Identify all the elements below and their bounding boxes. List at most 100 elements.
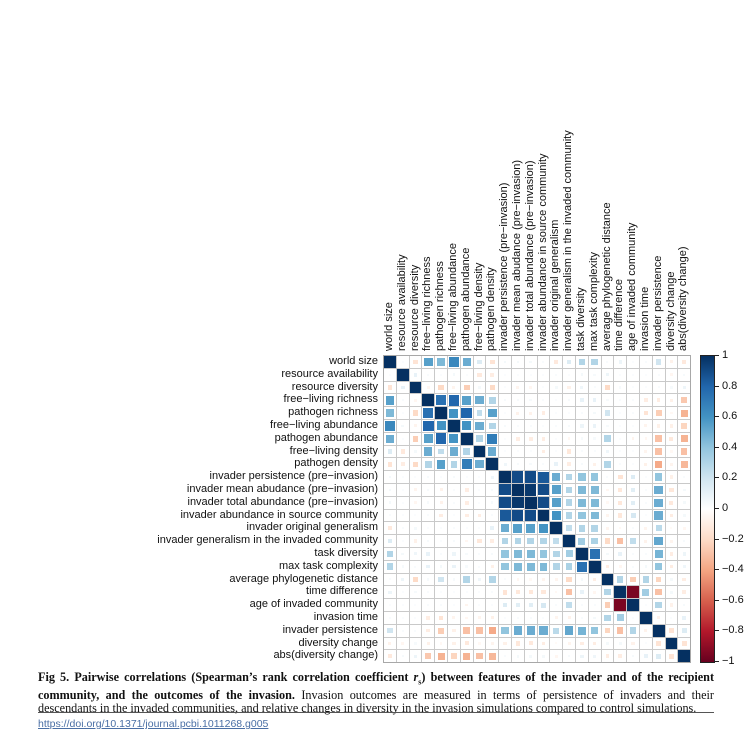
matrix-cell <box>537 458 550 471</box>
row-label: pathogen abundance <box>274 431 378 444</box>
row-label: pathogen richness <box>288 406 378 419</box>
correlation-square <box>632 412 635 415</box>
correlation-square <box>669 487 674 493</box>
correlation-square <box>654 562 663 571</box>
correlation-square <box>452 604 455 607</box>
correlation-square <box>670 411 673 415</box>
col-label: task diversity <box>574 287 587 351</box>
matrix-cell <box>627 356 639 368</box>
correlation-square <box>477 372 482 377</box>
matrix-cell <box>652 356 665 368</box>
correlation-square <box>669 475 674 479</box>
matrix-cell <box>665 522 678 535</box>
correlation-square <box>682 385 686 390</box>
correlation-square <box>501 562 509 571</box>
matrix-cell <box>396 586 409 599</box>
correlation-square <box>385 434 395 443</box>
col-label: invader abundance in source community <box>536 153 549 351</box>
correlation-square <box>499 484 511 496</box>
correlation-square <box>593 437 596 440</box>
correlation-square <box>567 424 571 428</box>
correlation-square <box>541 436 546 441</box>
correlation-square <box>400 385 405 390</box>
correlation-square <box>513 523 523 533</box>
matrix-cell <box>537 611 550 624</box>
matrix-cell <box>460 483 473 496</box>
matrix-cell <box>601 445 614 458</box>
correlation-square <box>553 627 560 634</box>
matrix-cell <box>409 560 422 573</box>
matrix-cell <box>460 522 473 535</box>
correlation-square <box>604 410 611 416</box>
matrix-cell <box>652 483 665 496</box>
matrix-cell <box>409 483 422 496</box>
correlation-square <box>604 538 611 544</box>
correlation-square <box>516 616 519 619</box>
matrix-cell <box>665 394 678 407</box>
correlation-square <box>580 450 583 453</box>
correlation-square <box>542 654 545 658</box>
matrix-cell <box>409 496 422 509</box>
matrix-cell <box>639 356 652 368</box>
matrix-cell <box>563 419 575 432</box>
matrix-cell <box>601 471 614 483</box>
matrix-cell <box>409 407 422 419</box>
matrix-cell <box>499 547 511 560</box>
matrix-cell <box>563 547 575 560</box>
colorbar-tick-label: 0 <box>722 502 729 514</box>
matrix-cell <box>460 368 473 381</box>
matrix-cell <box>384 535 396 547</box>
matrix-cell <box>409 535 422 547</box>
correlation-square <box>465 603 469 607</box>
matrix-cell <box>601 496 614 509</box>
matrix-cell <box>447 458 460 471</box>
matrix-cell <box>652 535 665 547</box>
correlation-square <box>553 550 560 558</box>
matrix-cell <box>384 368 396 381</box>
correlation-square <box>669 564 674 569</box>
matrix-cell <box>627 432 639 445</box>
correlation-square <box>563 535 575 547</box>
correlation-square <box>669 398 674 402</box>
correlation-square <box>516 450 519 453</box>
correlation-square <box>385 409 394 418</box>
matrix-cell <box>499 419 511 432</box>
correlation-square <box>501 626 509 635</box>
matrix-cell <box>537 522 550 535</box>
matrix-cell <box>460 419 473 432</box>
correlation-square <box>618 360 622 364</box>
correlation-square <box>604 627 611 634</box>
correlation-square <box>580 641 584 646</box>
matrix-cell <box>486 381 499 394</box>
matrix-cell <box>575 535 588 547</box>
matrix-cell <box>396 496 409 509</box>
matrix-cell <box>678 522 691 535</box>
correlation-square <box>440 373 443 376</box>
correlation-square <box>387 627 393 634</box>
correlation-square <box>643 410 649 416</box>
correlation-square <box>504 386 507 389</box>
correlation-square <box>652 624 665 637</box>
colorbar-tick <box>715 538 719 540</box>
correlation-square <box>438 615 444 621</box>
matrix-cell <box>627 496 639 509</box>
correlation-square <box>401 412 404 415</box>
matrix-cell <box>639 471 652 483</box>
matrix-cell <box>486 496 499 509</box>
doi-link[interactable]: https://doi.org/10.1371/journal.pcbi.101… <box>38 718 269 730</box>
matrix-cell <box>422 599 435 611</box>
correlation-square <box>525 509 537 522</box>
correlation-square <box>564 626 574 635</box>
matrix-cell <box>537 535 550 547</box>
correlation-square <box>606 476 609 479</box>
correlation-square <box>438 448 445 455</box>
matrix-cell <box>422 611 435 624</box>
matrix-cell <box>447 407 460 419</box>
matrix-cell <box>384 586 396 599</box>
matrix-cell <box>575 471 588 483</box>
matrix-cell <box>447 356 460 368</box>
correlation-square <box>682 359 687 364</box>
matrix-cell <box>627 560 639 573</box>
col-label: invasion time <box>638 286 651 351</box>
matrix-cell <box>396 381 409 394</box>
